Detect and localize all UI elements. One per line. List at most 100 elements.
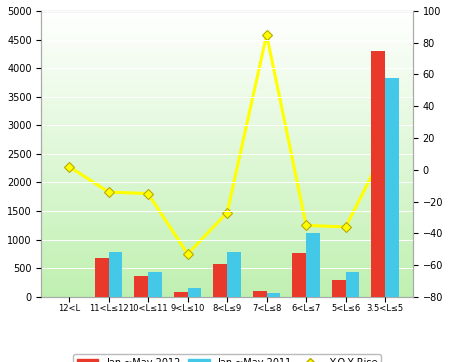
Bar	[41, 27, 413, 28]
Bar	[41, 221, 413, 223]
Bar	[41, 98, 413, 100]
Bar	[267, 293, 280, 297]
Bar	[41, 278, 413, 280]
Bar	[41, 260, 413, 261]
Bar	[41, 110, 413, 111]
Bar	[41, 141, 413, 143]
Bar	[41, 12, 413, 14]
Bar	[41, 265, 413, 267]
Bar	[41, 185, 413, 187]
Bar	[41, 155, 413, 157]
Bar	[41, 88, 413, 89]
Bar	[41, 245, 413, 247]
Bar	[41, 254, 413, 255]
Bar	[41, 15, 413, 17]
Bar	[41, 84, 413, 85]
Bar	[41, 75, 413, 77]
Bar	[41, 244, 413, 245]
Bar	[41, 92, 413, 94]
Bar	[41, 284, 413, 285]
Bar	[41, 292, 413, 294]
Bar	[41, 38, 413, 39]
Bar	[188, 288, 202, 297]
Bar	[41, 115, 413, 117]
Bar	[41, 44, 413, 45]
Bar	[41, 167, 413, 168]
Bar	[41, 118, 413, 119]
Bar	[95, 258, 108, 297]
Bar	[41, 52, 413, 54]
Bar	[41, 294, 413, 295]
Bar	[41, 124, 413, 125]
Bar	[41, 195, 413, 197]
Bar	[41, 148, 413, 150]
Bar	[41, 253, 413, 254]
Bar	[41, 128, 413, 130]
Bar	[41, 31, 413, 32]
Bar	[41, 111, 413, 113]
Bar	[41, 119, 413, 121]
Bar	[41, 274, 413, 275]
Bar	[41, 113, 413, 114]
Bar	[41, 140, 413, 141]
Bar	[41, 150, 413, 151]
Bar	[41, 285, 413, 287]
Bar	[41, 191, 413, 193]
Bar	[41, 217, 413, 218]
Bar	[41, 241, 413, 243]
Bar	[41, 247, 413, 248]
Bar	[41, 226, 413, 227]
Bar	[148, 272, 162, 297]
Bar	[41, 277, 413, 278]
Bar	[41, 270, 413, 271]
Bar	[41, 117, 413, 118]
Bar	[41, 102, 413, 104]
Bar	[41, 268, 413, 270]
Bar	[41, 261, 413, 262]
Bar	[41, 62, 413, 64]
Bar	[41, 201, 413, 202]
Bar	[41, 107, 413, 108]
Bar	[41, 81, 413, 83]
Bar	[41, 30, 413, 31]
Bar	[41, 65, 413, 67]
Bar	[41, 80, 413, 81]
Bar	[41, 258, 413, 260]
Bar	[41, 114, 413, 115]
Bar	[41, 108, 413, 110]
Bar	[213, 264, 227, 297]
Bar	[41, 21, 413, 22]
Bar	[41, 83, 413, 84]
Bar	[41, 50, 413, 51]
Bar	[41, 121, 413, 122]
Bar	[41, 147, 413, 148]
Bar	[41, 138, 413, 140]
Bar	[41, 290, 413, 291]
Bar	[227, 252, 241, 297]
Bar	[41, 154, 413, 155]
Bar	[108, 252, 122, 297]
Bar	[41, 51, 413, 52]
Bar	[41, 17, 413, 18]
Bar	[41, 204, 413, 205]
Bar	[41, 257, 413, 258]
Bar	[41, 68, 413, 70]
Bar	[41, 243, 413, 244]
Bar	[41, 212, 413, 214]
Bar	[41, 28, 413, 30]
Bar	[41, 231, 413, 232]
Bar	[41, 190, 413, 191]
Bar	[41, 280, 413, 281]
Bar	[41, 97, 413, 98]
Bar	[41, 160, 413, 161]
Bar	[41, 25, 413, 27]
Bar	[41, 227, 413, 228]
Bar	[41, 11, 413, 12]
Bar	[41, 287, 413, 288]
Bar	[41, 104, 413, 105]
Bar	[41, 188, 413, 190]
Bar	[41, 57, 413, 58]
Bar	[41, 132, 413, 134]
Bar	[41, 54, 413, 55]
Bar	[41, 178, 413, 180]
